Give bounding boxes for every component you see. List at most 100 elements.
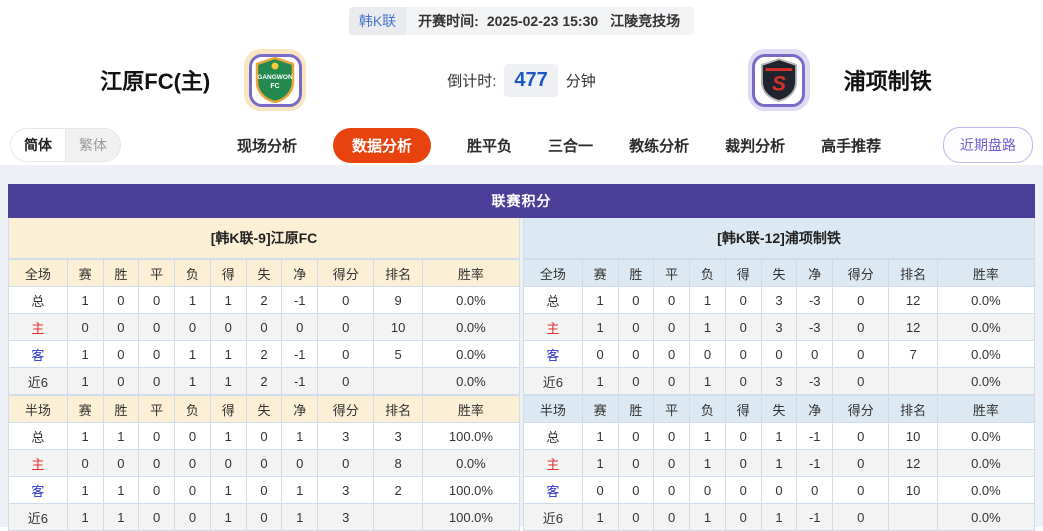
table-cell: 1 bbox=[582, 314, 618, 341]
table-cell: 0 bbox=[103, 287, 139, 314]
table-cell: 1 bbox=[67, 368, 103, 395]
tab-referee-analysis[interactable]: 裁判分析 bbox=[725, 135, 785, 156]
table-cell: 1 bbox=[582, 423, 618, 450]
table-cell: 0 bbox=[175, 314, 211, 341]
table-cell: 0 bbox=[210, 450, 246, 477]
table-cell: 1 bbox=[210, 341, 246, 368]
column-header: 赛 bbox=[67, 396, 103, 423]
column-header: 得 bbox=[725, 396, 761, 423]
tab-data-analysis[interactable]: 数据分析 bbox=[333, 128, 431, 163]
countdown: 倒计时: 477 分钟 bbox=[407, 64, 637, 97]
table-cell: 0 bbox=[725, 450, 761, 477]
countdown-unit: 分钟 bbox=[566, 70, 596, 91]
table-cell: 1 bbox=[175, 341, 211, 368]
table-cell: 0.0% bbox=[422, 368, 519, 395]
table-cell: 0 bbox=[139, 314, 175, 341]
row-label: 主 bbox=[524, 314, 583, 341]
column-header: 负 bbox=[690, 396, 726, 423]
table-cell: 0 bbox=[833, 477, 889, 504]
table-cell: 10 bbox=[889, 423, 938, 450]
away-team-logo[interactable]: S bbox=[748, 49, 810, 111]
table-cell: 0 bbox=[103, 368, 139, 395]
table-cell: 0 bbox=[318, 287, 374, 314]
venue: 江陵竞技场 bbox=[602, 7, 694, 35]
lang-traditional[interactable]: 繁体 bbox=[66, 129, 120, 161]
svg-text:FC: FC bbox=[271, 83, 280, 90]
column-header: 失 bbox=[246, 260, 282, 287]
home-team-logo[interactable]: GANGWON FC bbox=[244, 49, 306, 111]
table-cell: 0 bbox=[175, 504, 211, 531]
table-cell: 0 bbox=[618, 450, 654, 477]
table-cell: 1 bbox=[761, 450, 797, 477]
table-cell: 0 bbox=[654, 477, 690, 504]
table-cell: 5 bbox=[374, 341, 423, 368]
tab-three-in-one[interactable]: 三合一 bbox=[548, 135, 593, 156]
table-cell: 1 bbox=[67, 423, 103, 450]
table-cell: 0 bbox=[282, 450, 318, 477]
column-header: 得 bbox=[725, 260, 761, 287]
table-cell bbox=[889, 504, 938, 531]
column-header: 得 bbox=[210, 396, 246, 423]
row-label: 近6 bbox=[524, 368, 583, 395]
table-cell: 0 bbox=[725, 368, 761, 395]
table-cell: -1 bbox=[282, 368, 318, 395]
table-cell: 0 bbox=[654, 450, 690, 477]
table-cell: 0 bbox=[725, 423, 761, 450]
lang-simplified[interactable]: 简体 bbox=[11, 129, 66, 161]
column-header: 得分 bbox=[318, 396, 374, 423]
table-cell: 0 bbox=[833, 287, 889, 314]
tab-live-analysis[interactable]: 现场分析 bbox=[237, 135, 297, 156]
row-label: 总 bbox=[524, 287, 583, 314]
table-cell: 2 bbox=[246, 341, 282, 368]
table-cell: 0.0% bbox=[937, 287, 1034, 314]
table-cell: 1 bbox=[175, 287, 211, 314]
table-cell: 0 bbox=[318, 314, 374, 341]
column-header: 平 bbox=[654, 260, 690, 287]
tab-win-draw-lose[interactable]: 胜平负 bbox=[467, 135, 512, 156]
table-cell: 0 bbox=[582, 341, 618, 368]
table-cell: 0 bbox=[833, 368, 889, 395]
recent-odds-button[interactable]: 近期盘路 bbox=[943, 127, 1033, 163]
column-header: 胜 bbox=[103, 260, 139, 287]
table-cell: 0 bbox=[618, 423, 654, 450]
row-label: 近6 bbox=[9, 504, 68, 531]
table-cell: 0 bbox=[618, 504, 654, 531]
table-cell: 12 bbox=[889, 314, 938, 341]
table-cell: 0 bbox=[139, 450, 175, 477]
row-label: 总 bbox=[9, 423, 68, 450]
tab-expert-picks[interactable]: 高手推荐 bbox=[821, 135, 881, 156]
table-cell: 1 bbox=[103, 423, 139, 450]
table-cell: 1 bbox=[175, 368, 211, 395]
tab-coach-analysis[interactable]: 教练分析 bbox=[629, 135, 689, 156]
table-cell: 1 bbox=[582, 368, 618, 395]
table-cell: 1 bbox=[282, 423, 318, 450]
table-cell: -1 bbox=[797, 504, 833, 531]
row-label: 客 bbox=[9, 477, 68, 504]
table-cell: 1 bbox=[282, 477, 318, 504]
analysis-tabs: 现场分析 数据分析 胜平负 三合一 教练分析 裁判分析 高手推荐 bbox=[237, 128, 881, 163]
table-cell: 1 bbox=[582, 504, 618, 531]
column-header: 负 bbox=[690, 260, 726, 287]
nav-bar: 简体 繁体 现场分析 数据分析 胜平负 三合一 教练分析 裁判分析 高手推荐 近… bbox=[0, 125, 1043, 165]
table-cell: 7 bbox=[889, 341, 938, 368]
table-cell: 1 bbox=[690, 314, 726, 341]
table-cell: 0 bbox=[797, 341, 833, 368]
column-header: 赛 bbox=[67, 260, 103, 287]
column-header: 失 bbox=[761, 396, 797, 423]
table-cell: 0 bbox=[67, 314, 103, 341]
table-cell: 1 bbox=[67, 287, 103, 314]
column-header: 净 bbox=[282, 396, 318, 423]
table-cell: 0 bbox=[654, 287, 690, 314]
away-stats-header: [韩K联-12]浦项制铁 bbox=[523, 218, 1035, 259]
column-header: 得 bbox=[210, 260, 246, 287]
league-badge[interactable]: 韩K联 bbox=[349, 7, 406, 35]
table-cell: 0 bbox=[833, 423, 889, 450]
countdown-label: 倒计时: bbox=[447, 70, 496, 91]
table-cell: 0 bbox=[833, 504, 889, 531]
table-cell bbox=[889, 368, 938, 395]
table-cell: 3 bbox=[374, 423, 423, 450]
